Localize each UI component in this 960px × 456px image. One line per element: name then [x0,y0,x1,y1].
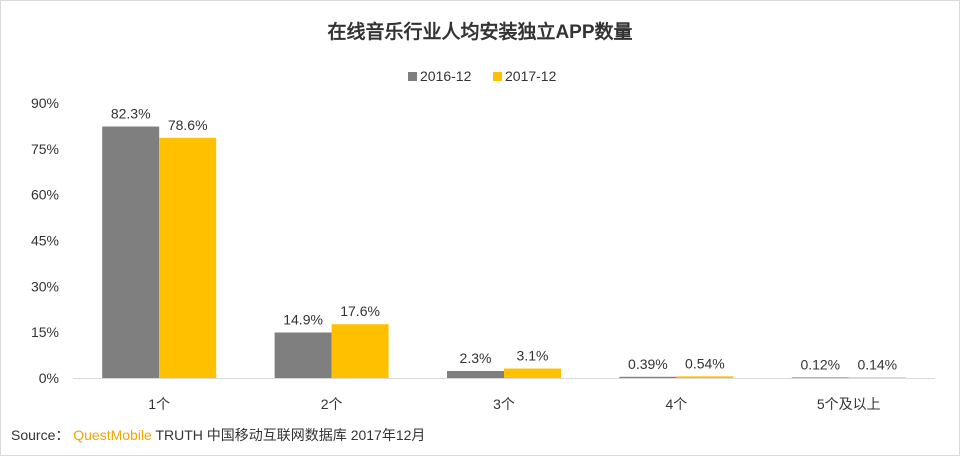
x-tick-label: 3个 [493,396,515,412]
x-tick-label: 1个 [148,396,170,412]
bar-2017-12-4 [848,377,906,378]
bar-2016-12-0 [102,126,160,379]
legend-swatch-2017-12 [493,72,502,81]
data-label: 14.9% [283,311,323,327]
y-tick-label: 75% [31,141,59,157]
data-label: 0.54% [685,355,725,371]
y-tick-label: 60% [31,187,59,203]
x-tick-label: 2个 [321,396,343,412]
data-label: 0.14% [857,357,897,373]
legend-label-2016-12: 2016-12 [420,68,472,84]
data-label: 78.6% [168,117,208,133]
x-tick-label: 4个 [666,396,688,412]
data-label: 17.6% [340,303,380,319]
y-tick-label: 45% [31,233,59,249]
source-brand: QuestMobile [73,427,152,443]
source-label: Source： [11,427,70,443]
bar-2017-12-3 [676,376,734,378]
bar-2016-12-1 [274,332,332,378]
bar-2016-12-4 [791,377,849,378]
x-tick-label: 5个及以上 [817,396,881,412]
data-label: 2.3% [460,350,492,366]
data-label: 0.12% [800,357,840,373]
source-note: Source： QuestMobile TRUTH 中国移动互联网数据库 201… [11,425,425,445]
bar-2016-12-3 [619,376,677,378]
source-text: TRUTH 中国移动互联网数据库 2017年12月 [155,427,426,443]
data-label: 82.3% [111,106,151,122]
y-tick-label: 90% [31,95,59,111]
y-tick-label: 0% [39,370,59,386]
y-tick-label: 30% [31,278,59,294]
data-label: 0.39% [628,356,668,372]
bar-2016-12-2 [447,370,504,378]
chart-title: 在线音乐行业人均安装独立APP数量 [327,20,632,43]
data-label: 3.1% [517,348,549,364]
y-tick-label: 15% [31,324,59,340]
bar-2017-12-1 [331,324,389,378]
bar-2017-12-2 [504,368,561,378]
legend-swatch-2016-12 [408,72,417,81]
bar-2017-12-0 [159,137,217,378]
legend-label-2017-12: 2017-12 [505,68,557,84]
